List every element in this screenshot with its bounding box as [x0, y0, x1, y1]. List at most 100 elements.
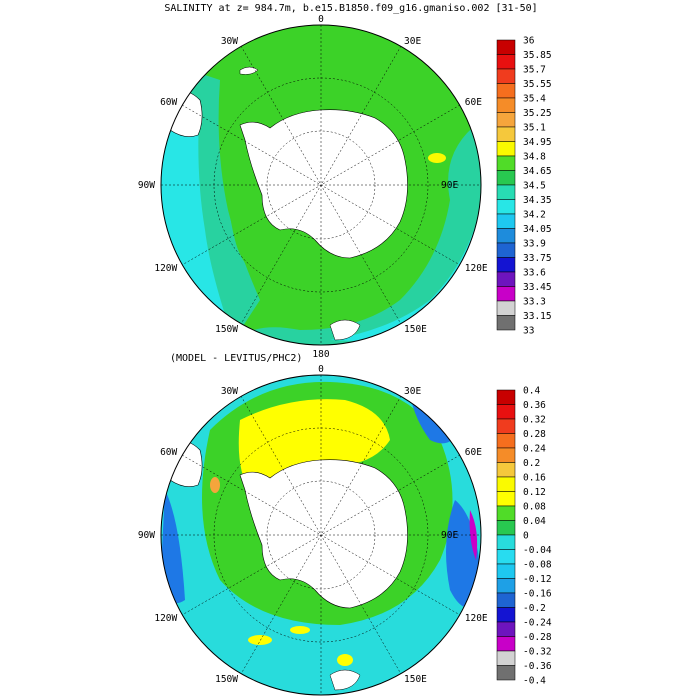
colorbar-label: 0.36	[523, 400, 546, 411]
colorbar-swatch	[496, 665, 516, 681]
colorbar-swatch	[496, 462, 516, 478]
colorbar-swatch	[496, 112, 516, 128]
colorbar-swatch	[496, 476, 516, 492]
top-colorbar: 36 35.85 35.7 35.55 35.4 35.25 35.1 34.95 34.8 34…	[496, 36, 552, 337]
colorbar-swatch	[496, 418, 516, 434]
lon-label-ese: 120E	[465, 263, 488, 274]
lon-label-w: 90W	[138, 530, 155, 541]
lon-label-ene: 60E	[465, 97, 482, 108]
colorbar-swatch	[496, 170, 516, 186]
top-title: SALINITY at z= 984.7m, b.e15.B1850.f09_g…	[164, 3, 537, 14]
lon-label-ese: 120E	[465, 613, 488, 624]
colorbar-swatch	[496, 257, 516, 273]
lon-label-ssw: 150W	[215, 324, 238, 335]
lon-label-sse: 150E	[404, 324, 427, 335]
colorbar-swatch	[496, 491, 516, 507]
lon-label-ssw: 150W	[215, 674, 238, 685]
colorbar-label: 0.24	[523, 444, 546, 455]
lon-label-wsw: 120W	[154, 263, 177, 274]
colorbar-swatch	[496, 39, 516, 55]
bottom-blue-patch-e	[446, 500, 481, 608]
lon-label-w: 90W	[138, 180, 155, 191]
colorbar-swatch	[496, 286, 516, 302]
colorbar-label: 0.2	[523, 458, 540, 469]
lon-label-n: 0	[318, 14, 324, 25]
colorbar-label: 0.04	[523, 516, 546, 527]
colorbar-swatch	[496, 68, 516, 84]
colorbar-label: 0.12	[523, 487, 546, 498]
colorbar-swatch	[496, 199, 516, 215]
colorbar-swatch	[496, 404, 516, 420]
colorbar-swatch	[496, 54, 516, 70]
colorbar-swatch	[496, 592, 516, 608]
colorbar-swatch	[496, 155, 516, 171]
colorbar-swatch	[496, 549, 516, 565]
antarctica-top	[239, 109, 408, 259]
colorbar-label: 0.08	[523, 502, 546, 513]
colorbar-label: 33	[523, 326, 534, 337]
colorbar-swatch	[496, 534, 516, 550]
colorbar-label: 34.05	[523, 224, 552, 235]
colorbar-swatch	[496, 621, 516, 637]
colorbar-swatch	[496, 563, 516, 579]
colorbar-label: -0.12	[523, 574, 552, 585]
colorbar-label: 0.32	[523, 415, 546, 426]
colorbar-swatch	[496, 315, 516, 331]
colorbar-swatch	[496, 83, 516, 99]
lon-label-nne: 30E	[404, 36, 421, 47]
colorbar-label: -0.08	[523, 560, 552, 571]
colorbar-label: 0.4	[523, 386, 540, 397]
colorbar-swatch	[496, 433, 516, 449]
top-teal-east	[230, 120, 481, 345]
colorbar-swatch	[496, 242, 516, 258]
lon-label-s: 180	[312, 349, 329, 360]
colorbar-label: 34.65	[523, 166, 552, 177]
lon-label-wnw: 60W	[160, 447, 177, 458]
lon-label-nnw: 30W	[221, 36, 238, 47]
colorbar-label: -0.24	[523, 618, 552, 629]
lon-label-nnw: 30W	[221, 386, 238, 397]
colorbar-label: 34.2	[523, 210, 546, 221]
colorbar-swatch	[496, 389, 516, 405]
lon-label-ene: 60E	[465, 447, 482, 458]
bottom-yellow-patch-3	[337, 654, 353, 666]
antarctica-bottom	[239, 459, 408, 609]
lon-label-wsw: 120W	[154, 613, 177, 624]
colorbar-label: -0.04	[523, 545, 552, 556]
colorbar-label: 34.8	[523, 152, 546, 163]
colorbar-label: 35.4	[523, 94, 546, 105]
colorbar-label: 34.5	[523, 181, 546, 192]
bottom-title: (MODEL - LEVITUS/PHC2)	[170, 353, 302, 364]
colorbar-label: 35.1	[523, 123, 546, 134]
colorbar-label: 35.85	[523, 50, 552, 61]
colorbar-label: -0.28	[523, 632, 552, 643]
colorbar-label: -0.16	[523, 589, 552, 600]
colorbar-label: -0.2	[523, 603, 546, 614]
bottom-map-border	[160, 374, 482, 696]
colorbar-label: 36	[523, 36, 535, 47]
new-zealand-bottom	[329, 669, 361, 691]
top-map-border	[160, 24, 482, 346]
colorbar-swatch	[496, 578, 516, 594]
colorbar-label: 35.25	[523, 108, 552, 119]
colorbar-label: -0.36	[523, 661, 552, 672]
new-zealand-top	[329, 319, 361, 341]
island-top	[239, 66, 259, 75]
bottom-yellow-region	[238, 399, 390, 490]
colorbar-label: 33.6	[523, 268, 546, 279]
colorbar-swatch	[496, 97, 516, 113]
bottom-orange-patch	[210, 477, 220, 493]
bottom-yellow-patch-2	[290, 626, 310, 634]
colorbar-swatch	[496, 141, 516, 157]
colorbar-label: 0	[523, 531, 529, 542]
colorbar-label: 35.7	[523, 65, 546, 76]
colorbar-swatch	[496, 184, 516, 200]
colorbar-swatch	[496, 607, 516, 623]
colorbar-swatch	[496, 271, 516, 287]
colorbar-label: 34.95	[523, 137, 552, 148]
colorbar-label: 33.75	[523, 253, 552, 264]
colorbar-swatch	[496, 300, 516, 316]
colorbar-swatch	[496, 650, 516, 666]
colorbar-label: 35.55	[523, 79, 552, 90]
top-map-salinity: 0 30E 60E 90E 120E 150E 180 150W 120W 90W 60W 30W	[138, 14, 488, 360]
